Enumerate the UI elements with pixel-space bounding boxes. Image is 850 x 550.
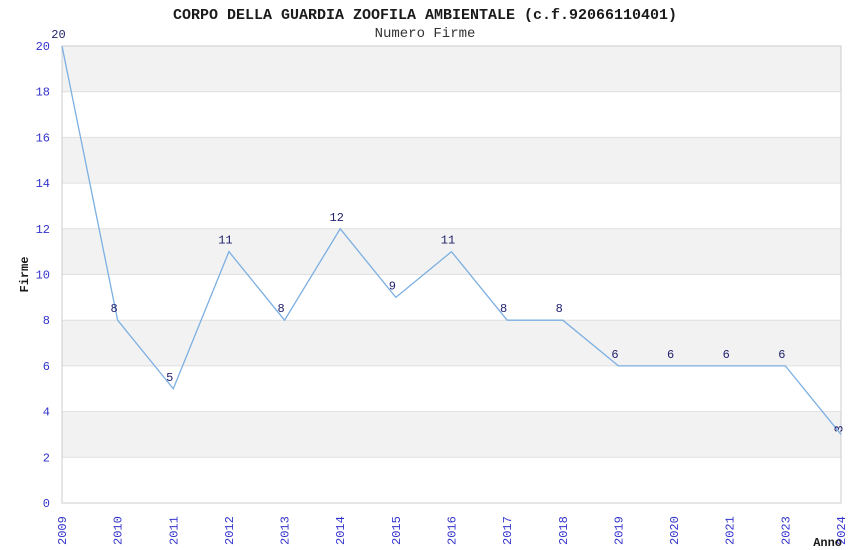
x-tick-label: 2017 xyxy=(501,516,515,545)
y-tick-label: 12 xyxy=(36,223,50,237)
data-point-label: 6 xyxy=(611,348,618,362)
data-point-label: 8 xyxy=(556,302,563,316)
plot-band-group xyxy=(62,46,841,458)
data-point-label: 8 xyxy=(500,302,507,316)
x-tick-label: 2012 xyxy=(223,516,237,545)
data-label-group: 20 8 5 11 8 12 9 11 8 8 6 6 6 6 3 xyxy=(51,28,846,432)
y-tick-label: 18 xyxy=(36,86,50,100)
x-tick-label: 2016 xyxy=(446,516,460,545)
x-tick-label: 2013 xyxy=(279,516,293,545)
data-point-label: 11 xyxy=(441,234,455,248)
y-tick-label: 6 xyxy=(43,360,50,374)
y-axis-tick-labels: 0 2 4 6 8 10 12 14 16 18 20 xyxy=(36,40,50,511)
y-tick-label: 4 xyxy=(43,406,50,420)
y-tick-label: 10 xyxy=(36,269,50,283)
data-point-label: 11 xyxy=(218,234,232,248)
y-tick-label: 20 xyxy=(36,40,50,54)
y-tick-label: 16 xyxy=(36,131,50,145)
series-line xyxy=(61,45,842,435)
plot-band xyxy=(62,137,841,184)
series-group xyxy=(61,45,842,435)
gridline-group xyxy=(62,45,841,504)
chart-subtitle: Numero Firme xyxy=(375,26,476,42)
x-tick-label: 2015 xyxy=(390,516,404,545)
x-tick-label: 2021 xyxy=(724,516,738,545)
x-axis-tick-labels: 2009 2010 2011 2012 2013 2014 2015 2016 2017 2018… xyxy=(56,516,849,545)
y-tick-label: 0 xyxy=(43,497,50,511)
x-tick-label: 2018 xyxy=(557,516,571,545)
data-point-label: 8 xyxy=(277,302,284,316)
chart-title: CORPO DELLA GUARDIA ZOOFILA AMBIENTALE (… xyxy=(173,7,677,24)
y-tick-label: 8 xyxy=(43,314,50,328)
x-tick-label: 2010 xyxy=(112,516,126,545)
y-tick-label: 2 xyxy=(43,451,50,465)
plot-band xyxy=(62,46,841,92)
y-axis-title: Firme xyxy=(18,256,32,292)
x-axis-title: Anno xyxy=(813,536,842,550)
data-point-label: 8 xyxy=(111,302,118,316)
data-point-label: 20 xyxy=(51,28,65,42)
x-tick-label: 2024 xyxy=(835,516,849,545)
data-point-label: 6 xyxy=(723,348,730,362)
data-point-label: 9 xyxy=(389,279,396,293)
x-tick-label: 2014 xyxy=(334,516,348,545)
x-tick-label: 2011 xyxy=(167,516,181,545)
data-point-label: 6 xyxy=(667,348,674,362)
data-point-label: 5 xyxy=(166,371,173,385)
data-point-label: 12 xyxy=(330,211,344,225)
plot-border xyxy=(61,45,842,504)
x-tick-label: 2019 xyxy=(612,516,626,545)
x-tick-label: 2020 xyxy=(668,516,682,545)
y-tick-label: 14 xyxy=(36,177,50,191)
x-tick-label: 2009 xyxy=(56,516,70,545)
data-point-label: 6 xyxy=(778,348,785,362)
data-point-label: 3 xyxy=(833,425,847,432)
plot-band xyxy=(62,411,841,458)
x-tick-label: 2023 xyxy=(779,516,793,545)
